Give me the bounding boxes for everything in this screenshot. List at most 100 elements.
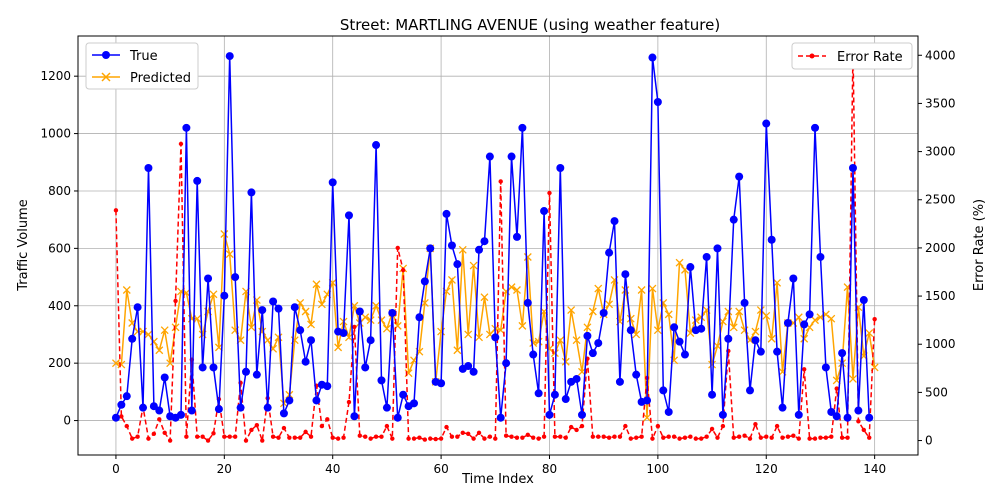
point-error-rate bbox=[330, 435, 335, 440]
point-true bbox=[290, 303, 299, 312]
point-predicted bbox=[263, 336, 272, 345]
point-true bbox=[133, 303, 142, 312]
x-tick-label: 140 bbox=[863, 462, 886, 476]
point-true bbox=[697, 324, 706, 333]
point-predicted bbox=[561, 357, 570, 366]
point-true bbox=[198, 363, 207, 372]
point-error-rate bbox=[867, 435, 872, 440]
point-true bbox=[279, 409, 288, 418]
point-true bbox=[496, 413, 505, 422]
point-error-rate bbox=[596, 434, 601, 439]
point-true bbox=[193, 176, 202, 185]
legend-error-label: Error Rate bbox=[837, 50, 903, 65]
point-error-rate bbox=[601, 434, 606, 439]
legend-true-marker bbox=[102, 51, 110, 59]
point-error-rate bbox=[531, 435, 536, 440]
legend-right-box bbox=[791, 42, 913, 70]
y2-tick-label: 500 bbox=[925, 385, 948, 399]
point-true bbox=[366, 336, 375, 345]
point-true bbox=[420, 277, 429, 286]
plot-area bbox=[111, 47, 879, 444]
point-true bbox=[491, 333, 500, 342]
point-true bbox=[442, 209, 451, 218]
point-predicted bbox=[382, 324, 391, 333]
point-predicted bbox=[838, 359, 847, 368]
point-error-rate bbox=[260, 438, 265, 443]
series-line-true bbox=[115, 56, 870, 419]
point-predicted bbox=[794, 313, 803, 322]
point-true bbox=[859, 296, 868, 305]
point-predicted bbox=[155, 346, 164, 355]
point-error-rate bbox=[801, 367, 807, 372]
point-true bbox=[399, 390, 408, 399]
point-error-rate bbox=[422, 437, 428, 442]
point-true bbox=[588, 349, 597, 358]
point-true bbox=[155, 406, 164, 415]
point-error-rate bbox=[270, 434, 276, 439]
point-true bbox=[816, 252, 825, 261]
x-tick-label: 120 bbox=[755, 462, 778, 476]
point-true bbox=[534, 389, 543, 398]
point-error-rate bbox=[195, 434, 200, 439]
point-error-rate bbox=[829, 434, 834, 439]
point-error-rate bbox=[791, 433, 796, 438]
point-predicted bbox=[225, 250, 234, 259]
y-tick-label: 1000 bbox=[40, 127, 71, 141]
chart-title: Street: MARTLING AVENUE (using weather f… bbox=[340, 16, 720, 34]
point-predicted bbox=[653, 326, 662, 335]
point-true bbox=[447, 241, 456, 250]
point-error-rate bbox=[699, 436, 704, 441]
point-predicted bbox=[518, 321, 527, 330]
point-error-rate bbox=[688, 434, 693, 439]
point-predicted bbox=[307, 320, 315, 329]
legend-right: Error Rate bbox=[791, 42, 913, 70]
point-true bbox=[805, 310, 814, 319]
y2-tick-label: 0 bbox=[925, 434, 933, 448]
point-error-rate bbox=[693, 436, 699, 441]
point-predicted bbox=[507, 283, 516, 292]
point-true bbox=[258, 306, 267, 315]
point-true bbox=[827, 407, 836, 416]
point-error-rate bbox=[395, 245, 400, 251]
point-true bbox=[675, 337, 684, 346]
point-error-rate bbox=[623, 423, 628, 429]
x-tick-label: 80 bbox=[542, 462, 557, 476]
point-true bbox=[561, 395, 570, 404]
y2-tick-label: 4000 bbox=[925, 48, 956, 62]
point-error-rate bbox=[249, 427, 254, 433]
point-predicted bbox=[117, 360, 126, 369]
point-error-rate bbox=[406, 436, 411, 441]
point-error-rate bbox=[520, 435, 525, 440]
point-error-rate bbox=[433, 436, 438, 442]
point-error-rate bbox=[146, 436, 151, 441]
point-error-rate bbox=[628, 436, 633, 441]
point-error-rate bbox=[303, 429, 308, 435]
point-error-rate bbox=[682, 435, 688, 440]
point-error-rate bbox=[444, 424, 449, 430]
point-true bbox=[751, 336, 760, 345]
point-true bbox=[415, 313, 424, 322]
point-error-rate bbox=[617, 434, 623, 439]
point-predicted bbox=[556, 336, 565, 345]
point-predicted bbox=[377, 316, 386, 325]
point-true bbox=[469, 367, 478, 376]
point-true bbox=[773, 347, 782, 356]
point-true bbox=[832, 412, 841, 421]
point-true bbox=[550, 390, 559, 399]
point-true bbox=[485, 152, 494, 161]
point-error-rate bbox=[764, 434, 769, 439]
point-error-rate bbox=[325, 417, 330, 422]
point-error-rate bbox=[308, 434, 314, 439]
plot-frame bbox=[77, 35, 919, 456]
point-true bbox=[350, 412, 359, 421]
point-error-rate bbox=[509, 434, 514, 439]
point-error-rate bbox=[861, 427, 867, 433]
y-axis-right: 0 500 1000 1500 2000 2500 3000 3500 4000 bbox=[918, 48, 956, 448]
point-true bbox=[307, 336, 316, 345]
point-error-rate bbox=[357, 433, 363, 438]
point-true bbox=[653, 98, 662, 107]
point-predicted bbox=[475, 333, 483, 342]
point-true bbox=[328, 178, 337, 187]
point-true bbox=[680, 350, 689, 359]
point-true bbox=[615, 377, 624, 386]
